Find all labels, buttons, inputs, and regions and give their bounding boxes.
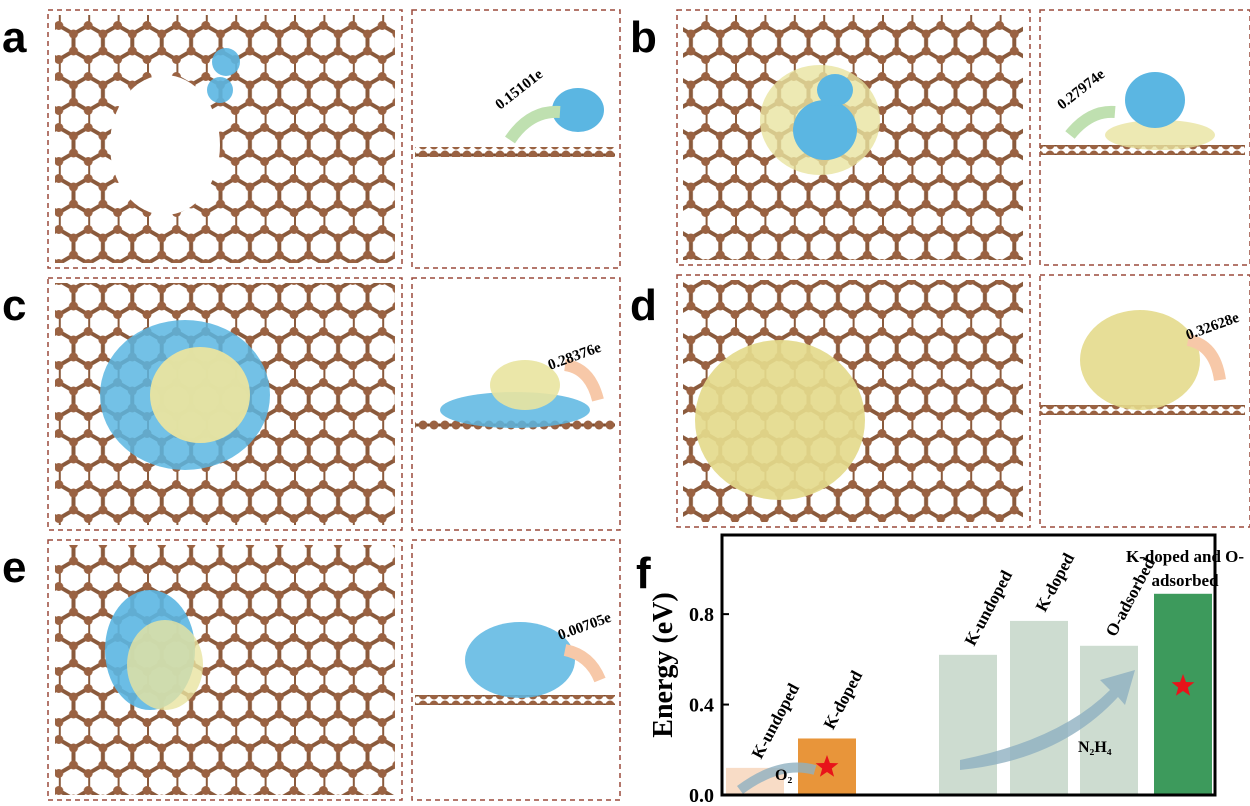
arrow: [563, 359, 604, 402]
annotation: O₂: [775, 767, 792, 784]
star: [1171, 674, 1195, 696]
blob: [490, 360, 560, 410]
blob: [1080, 310, 1200, 410]
panel-box: [47, 277, 403, 531]
arrow: [1186, 334, 1226, 382]
panel-box: [1039, 9, 1250, 266]
plot-frame: [720, 533, 1217, 797]
category-label: K-doped and O-adsorbed: [1125, 547, 1245, 590]
blob: [440, 392, 590, 428]
blob: [212, 48, 240, 76]
category-label: K-undoped: [961, 567, 1017, 649]
blob: [465, 622, 575, 698]
blob: [1125, 72, 1185, 128]
vacancy: [110, 75, 220, 215]
arrow: [1065, 105, 1116, 139]
panel-label: f: [636, 549, 651, 598]
panel-box: [1039, 274, 1250, 528]
panel-box: [676, 9, 1031, 266]
blob: [207, 77, 233, 103]
panel-label: a: [2, 13, 27, 62]
panel-box: [411, 277, 621, 531]
arrow: [737, 762, 817, 795]
panel-label: e: [2, 543, 26, 592]
category-label: K-doped: [820, 667, 867, 732]
blob: [127, 620, 203, 710]
blob: [552, 88, 604, 132]
panel-label: b: [630, 13, 657, 62]
arrow: [960, 670, 1135, 770]
blob: [150, 347, 250, 443]
blob: [695, 340, 865, 500]
arrow: [505, 105, 561, 144]
blob: [793, 100, 857, 160]
panel-label: c: [2, 281, 26, 330]
y-axis-title: Energy (eV): [648, 592, 679, 737]
panel-label: d: [630, 281, 657, 330]
bar: [1010, 620, 1068, 795]
charge-label: 0.15101e: [493, 66, 547, 113]
y-tick-label: 0.8: [689, 604, 714, 626]
lattice: [55, 545, 395, 795]
sheet: [415, 695, 615, 705]
panel-box: [47, 539, 403, 801]
panel-box: [411, 539, 621, 801]
star: [815, 755, 839, 777]
category-label: K-undoped: [748, 680, 804, 762]
annotation: N₂H₄: [1078, 739, 1112, 756]
arrow: [563, 644, 606, 683]
sheet: [1040, 405, 1245, 415]
sheet: [415, 147, 615, 157]
bar: [939, 654, 997, 795]
blob: [817, 74, 853, 106]
bar: [1154, 593, 1212, 795]
category-label: K-doped: [1032, 550, 1079, 615]
panel-box: [676, 274, 1031, 528]
y-tick-label: 0.4: [689, 695, 714, 717]
sheet: [1040, 145, 1245, 155]
y-tick-label: 0.0: [689, 785, 714, 806]
panel-box: [411, 9, 621, 269]
charge-label: 0.00705e: [556, 610, 614, 644]
charge-label: 0.27974e: [1055, 66, 1109, 113]
blob: [1105, 120, 1215, 150]
charge-label: 0.32628e: [1184, 310, 1242, 344]
